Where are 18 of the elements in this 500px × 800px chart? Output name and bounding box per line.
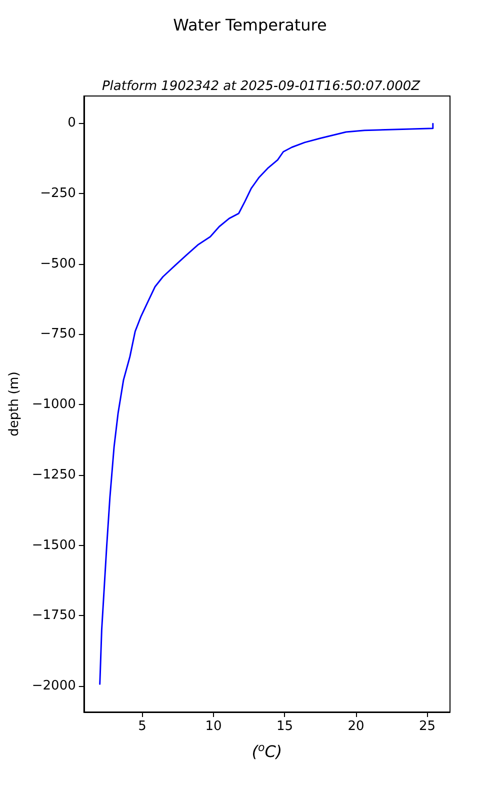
- y-tick-label: −2000: [32, 678, 76, 694]
- x-tick-label: 25: [418, 719, 436, 734]
- x-tick-label: 5: [138, 719, 146, 734]
- y-tick-label: −750: [40, 326, 76, 342]
- y-tick-label: −1750: [32, 608, 76, 624]
- y-tick-label: −250: [40, 186, 76, 201]
- y-tick-label: −1250: [32, 467, 76, 482]
- chart-title: Water Temperature: [173, 16, 327, 34]
- y-axis-title: depth (m): [7, 372, 22, 436]
- x-tick-label: 20: [348, 719, 364, 734]
- chart-subtitle: Platform 1902342 at 2025-09-01T16:50:07.000Z: [102, 79, 422, 94]
- y-tick-label: −1500: [32, 538, 76, 553]
- y-tick-label: 0: [68, 116, 76, 131]
- line-series: [99, 122, 434, 685]
- x-tick-label: 10: [205, 719, 222, 734]
- y-tick-label: −500: [40, 256, 76, 272]
- x-tick-label: 15: [276, 719, 294, 734]
- y-tick-label: −1000: [32, 397, 76, 412]
